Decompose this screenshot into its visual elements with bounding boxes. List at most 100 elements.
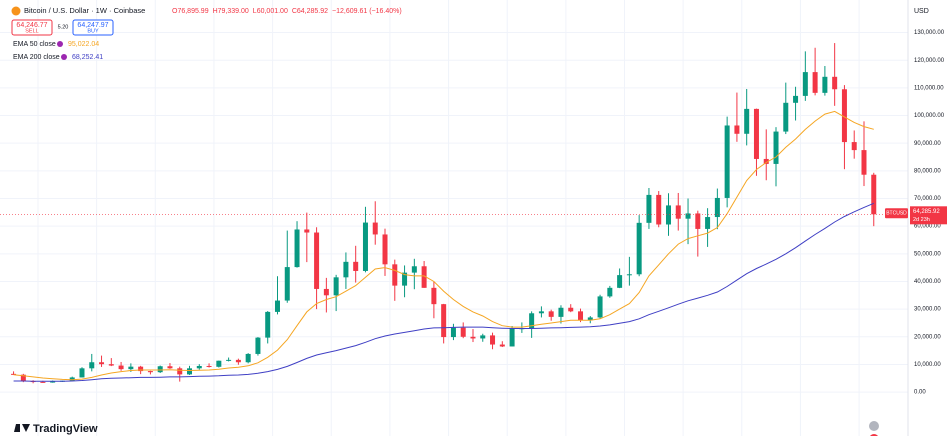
symbol-label: BTCUSD — [886, 211, 907, 217]
price-label: 64,285.92 — [913, 209, 940, 215]
candle-body — [362, 222, 368, 271]
sell-price: 64,246.77 — [16, 22, 47, 29]
icon — [869, 421, 879, 431]
candle-body — [372, 222, 378, 235]
ohlc-value: C64,285.92 — [292, 8, 328, 15]
candle-body — [411, 266, 417, 273]
candle-body — [744, 108, 750, 134]
candle-body — [587, 317, 593, 321]
candle-body — [206, 365, 212, 367]
candle-body — [558, 307, 564, 317]
candle-body — [665, 205, 671, 225]
candle-body — [157, 366, 163, 373]
candle-body — [490, 335, 496, 345]
candle-body — [353, 261, 359, 271]
y-tick-label: 20,000.00 — [914, 334, 941, 340]
candle-body — [40, 381, 46, 383]
candle-body — [255, 337, 261, 354]
candle-body — [118, 365, 124, 370]
candle-body — [480, 335, 486, 339]
candle-body — [753, 108, 759, 159]
sell-button[interactable] — [11, 19, 53, 36]
candle-body — [529, 313, 535, 329]
symbol-label-box — [885, 208, 908, 219]
y-tick-label: 60,000.00 — [914, 224, 941, 230]
logo-icon — [14, 424, 30, 432]
candle-body — [509, 328, 515, 347]
y-tick-label: 50,000.00 — [914, 251, 941, 257]
candle-body — [235, 359, 241, 363]
candle-body — [685, 213, 691, 219]
candle-body — [636, 222, 642, 275]
candle-body — [597, 296, 603, 318]
candle-body — [499, 344, 505, 347]
indicator-name: EMA 200 close — [13, 54, 60, 61]
currency: USD — [914, 8, 929, 15]
ema-line — [13, 110, 874, 381]
spread: 5.20 — [58, 24, 69, 30]
candle-body — [343, 261, 349, 278]
candle-body — [147, 371, 153, 373]
countdown: 2d 23h — [913, 217, 930, 223]
candle-body — [11, 373, 17, 375]
indicator-value: 68,252.41 — [72, 54, 103, 61]
ema-line — [13, 202, 874, 382]
y-tick-label: 120,000.00 — [914, 58, 945, 64]
candle-body — [450, 327, 456, 338]
indicator-icon — [57, 41, 63, 47]
candle-body — [167, 366, 173, 369]
candle-body — [656, 194, 662, 225]
candle-body — [421, 266, 427, 288]
price-label-box — [910, 206, 947, 225]
symbol-icon — [11, 6, 21, 16]
y-tick-label: 0.00 — [914, 390, 926, 396]
candle-body — [392, 264, 398, 286]
candle-body — [705, 217, 711, 229]
indicator-icon — [61, 54, 67, 60]
buy-button[interactable] — [72, 19, 114, 36]
candle-body — [861, 150, 867, 175]
candle-body — [333, 277, 339, 296]
candle-body — [724, 125, 730, 198]
candle-body — [548, 311, 554, 317]
candle-body — [851, 142, 857, 151]
brand: TradingView — [33, 423, 98, 435]
candle-body — [841, 89, 847, 143]
candle-body — [734, 125, 740, 134]
sell-label: SELL — [25, 28, 38, 34]
candle-body — [460, 327, 466, 337]
candle-body — [538, 311, 544, 314]
candle-body — [793, 95, 799, 103]
buy-price: 64,247.97 — [77, 22, 108, 29]
y-tick-label: 110,000.00 — [914, 85, 944, 91]
candle-body — [822, 76, 828, 93]
candle-body — [646, 194, 652, 223]
candle-body — [304, 229, 310, 233]
candle-body — [274, 300, 280, 312]
candle-body — [832, 76, 838, 90]
candle-body — [284, 267, 290, 301]
candle-body — [323, 288, 329, 296]
candle-body — [607, 287, 613, 297]
indicator-name: EMA 50 close — [13, 41, 56, 48]
indicator-value: 95,022.04 — [68, 41, 99, 48]
candle-body — [265, 311, 271, 338]
candle-body — [431, 287, 437, 305]
candle-body — [578, 311, 584, 321]
candle-body — [812, 72, 818, 93]
candle-body — [626, 274, 632, 276]
ohlc-value: −12,609.61 (−16.40%) — [332, 8, 402, 15]
buy-label: BUY — [87, 28, 99, 34]
candle-body — [50, 381, 56, 383]
candle-body — [128, 366, 134, 370]
candle-body — [441, 304, 447, 338]
candle-body — [763, 158, 769, 164]
candle-body — [802, 72, 808, 96]
candle-body — [187, 368, 193, 375]
y-tick-label: 90,000.00 — [914, 141, 941, 147]
candle-body — [99, 362, 105, 365]
y-tick-label: 80,000.00 — [914, 168, 941, 174]
y-tick-label: 10,000.00 — [914, 362, 941, 368]
candle-body — [402, 272, 408, 286]
